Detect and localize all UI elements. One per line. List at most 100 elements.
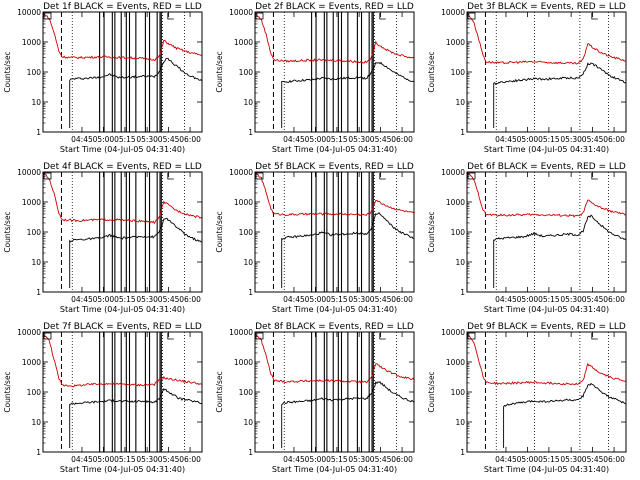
x-tick-label: 05:00	[305, 135, 327, 144]
x-tick-label: 05:45	[370, 455, 392, 464]
x-tick-label: 05:00	[517, 295, 539, 304]
corner-marker-left	[255, 12, 264, 20]
chart-panel-4: Det 4f BLACK = Events, RED = LLD Counts/s…	[3, 162, 203, 314]
y-tick-label: 10	[455, 98, 465, 107]
chart-panel-9: Det 9f BLACK = Events, RED = LLD Counts/s…	[427, 322, 627, 474]
x-tick-label: 05:45	[158, 135, 180, 144]
corner-marker-right	[591, 13, 598, 20]
y-tick-label: 1000	[234, 198, 253, 207]
series-lld-line	[254, 12, 415, 64]
chart-title: Det 2f BLACK = Events, RED = LLD	[255, 2, 414, 12]
y-axis-label: Counts/sec	[215, 211, 224, 252]
x-tick-label: 05:45	[158, 455, 180, 464]
x-tick-label: 05:00	[517, 135, 539, 144]
x-tick-label: 06:00	[179, 295, 201, 304]
y-tick-label: 10000	[441, 168, 465, 177]
plot-frame	[42, 11, 203, 133]
corner-marker-right	[591, 333, 598, 340]
corner-marker-right	[167, 173, 174, 180]
y-axis-label: Counts/sec	[427, 51, 436, 92]
plot-frame	[466, 331, 627, 453]
x-tick-label: 04:45	[283, 455, 305, 464]
x-axis-label: Start Time (04-Jul-05 04:31:40)	[484, 145, 609, 154]
x-tick-label: 04:45	[283, 295, 305, 304]
series-events-line	[69, 217, 203, 288]
chart-panel-8: Det 8f BLACK = Events, RED = LLD Counts/s…	[215, 322, 415, 474]
x-tick-label: 05:45	[582, 135, 604, 144]
x-tick-label: 05:15	[326, 455, 348, 464]
x-axis-label: Start Time (04-Jul-05 04:31:40)	[272, 145, 397, 154]
y-tick-label: 1	[248, 128, 253, 137]
plot-frame	[254, 11, 415, 133]
chart-panel-2: Det 2f BLACK = Events, RED = LLD Counts/s…	[215, 2, 415, 154]
x-tick-label: 05:30	[348, 295, 370, 304]
x-tick-label: 05:30	[560, 295, 582, 304]
plot-frame	[254, 331, 415, 453]
y-tick-label: 1	[460, 288, 465, 297]
plot-frame	[254, 171, 415, 293]
chart-panel-1: Det 1f BLACK = Events, RED = LLD Counts/s…	[3, 2, 203, 154]
corner-marker-left	[467, 332, 476, 340]
y-tick-label: 100	[239, 388, 254, 397]
x-tick-label: 06:00	[391, 295, 413, 304]
y-tick-label: 1	[248, 448, 253, 457]
x-axis-label: Start Time (04-Jul-05 04:31:40)	[60, 305, 185, 314]
y-tick-label: 100	[451, 228, 466, 237]
corner-marker-left	[43, 172, 52, 180]
series-lld-line	[254, 332, 415, 384]
series-events-line	[503, 382, 627, 448]
x-tick-label: 05:15	[538, 295, 560, 304]
corner-marker-left	[255, 172, 264, 180]
y-tick-label: 100	[451, 388, 466, 397]
y-tick-label: 10	[243, 258, 253, 267]
y-tick-label: 10000	[441, 8, 465, 17]
series-lld-line	[42, 172, 203, 225]
x-tick-label: 05:00	[305, 295, 327, 304]
x-tick-label: 04:45	[495, 295, 517, 304]
y-tick-label: 100	[27, 228, 42, 237]
series-events-line	[493, 62, 627, 128]
x-tick-label: 06:00	[603, 135, 625, 144]
x-tick-label: 06:00	[179, 135, 201, 144]
chart-title: Det 5f BLACK = Events, RED = LLD	[255, 162, 414, 172]
corner-marker-right	[591, 173, 598, 180]
x-tick-label: 05:30	[560, 455, 582, 464]
y-tick-label: 1000	[446, 198, 465, 207]
series-events-line	[69, 388, 203, 448]
y-tick-label: 1000	[22, 358, 41, 367]
y-tick-label: 10	[243, 98, 253, 107]
corner-marker-right	[167, 13, 174, 20]
y-tick-label: 100	[451, 68, 466, 77]
series-events-line	[281, 61, 415, 128]
chart-title: Det 8f BLACK = Events, RED = LLD	[255, 322, 414, 332]
chart-panel-3: Det 3f BLACK = Events, RED = LLD Counts/s…	[427, 2, 627, 154]
y-axis-label: Counts/sec	[3, 51, 12, 92]
series-lld-line	[466, 171, 627, 218]
plot-frame	[42, 171, 203, 293]
x-tick-label: 05:00	[93, 295, 115, 304]
y-tick-label: 10000	[441, 328, 465, 337]
x-tick-label: 06:00	[603, 295, 625, 304]
y-axis-label: Counts/sec	[3, 211, 12, 252]
y-axis-label: Counts/sec	[3, 371, 12, 412]
x-tick-label: 05:45	[370, 295, 392, 304]
chart-panel-7: Det 7f BLACK = Events, RED = LLD Counts/s…	[3, 322, 203, 474]
x-tick-label: 05:15	[326, 135, 348, 144]
y-tick-label: 10000	[17, 328, 41, 337]
x-tick-label: 05:00	[305, 455, 327, 464]
x-tick-label: 05:00	[517, 455, 539, 464]
x-tick-label: 05:30	[136, 295, 158, 304]
plot-frame	[466, 11, 627, 133]
chart-panel-6: Det 6f BLACK = Events, RED = LLD Counts/s…	[427, 162, 627, 314]
x-tick-label: 04:45	[71, 295, 93, 304]
chart-panel-5: Det 5f BLACK = Events, RED = LLD Counts/s…	[215, 162, 415, 314]
x-tick-label: 05:30	[348, 455, 370, 464]
x-axis-label: Start Time (04-Jul-05 04:31:40)	[272, 465, 397, 474]
y-tick-label: 10	[455, 418, 465, 427]
x-tick-label: 05:45	[158, 295, 180, 304]
x-tick-label: 05:15	[114, 455, 136, 464]
x-axis-label: Start Time (04-Jul-05 04:31:40)	[272, 305, 397, 314]
y-tick-label: 10	[31, 258, 41, 267]
x-tick-label: 06:00	[391, 135, 413, 144]
y-tick-label: 10	[31, 418, 41, 427]
